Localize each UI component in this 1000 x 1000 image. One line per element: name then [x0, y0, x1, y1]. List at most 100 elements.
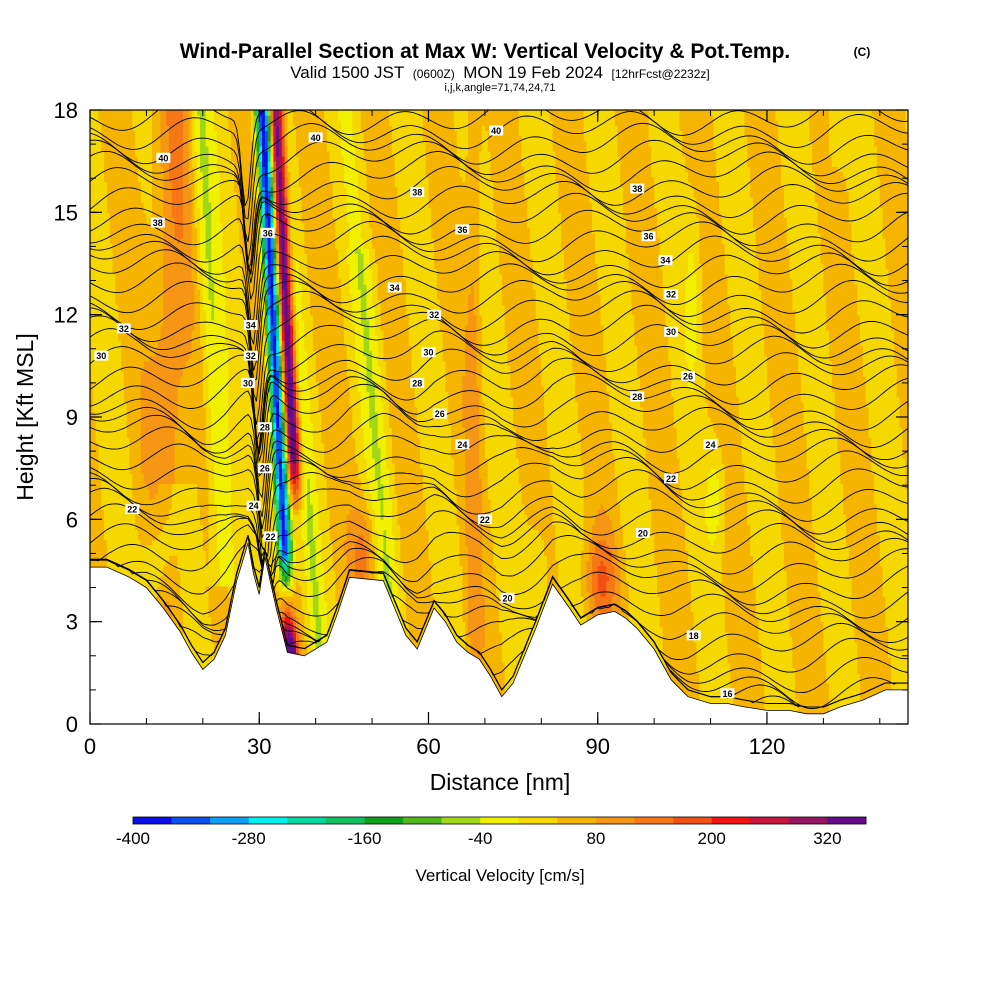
velocity-cell	[431, 212, 480, 219]
velocity-cell	[90, 370, 125, 377]
velocity-cell	[476, 340, 483, 346]
velocity-cell	[281, 330, 286, 336]
velocity-cell	[465, 427, 480, 433]
velocity-cell	[572, 345, 604, 352]
velocity-cell	[191, 350, 204, 357]
velocity-cell	[826, 309, 858, 316]
velocity-cell	[225, 330, 249, 336]
velocity-cell	[219, 207, 238, 213]
velocity-cell	[535, 294, 568, 300]
velocity-cell	[163, 283, 195, 290]
velocity-cell	[659, 253, 689, 259]
velocity-cell	[420, 463, 455, 469]
velocity-cell	[90, 391, 94, 398]
velocity-cell	[312, 524, 320, 531]
velocity-cell	[899, 422, 908, 428]
velocity-cell	[860, 319, 892, 326]
velocity-cell	[403, 258, 435, 265]
velocity-cell	[462, 417, 480, 423]
velocity-cell	[318, 493, 328, 500]
velocity-cell	[304, 330, 314, 336]
velocity-cell	[414, 386, 447, 393]
velocity-cell	[290, 273, 294, 280]
velocity-cell	[826, 299, 858, 306]
velocity-cell	[783, 202, 819, 208]
velocity-cell	[101, 493, 133, 500]
velocity-cell	[349, 396, 362, 403]
velocity-cell	[287, 370, 291, 377]
velocity-cell	[163, 606, 173, 613]
velocity-cell	[735, 370, 768, 377]
velocity-cell	[397, 509, 427, 515]
velocity-cell	[205, 452, 215, 459]
velocity-cell	[92, 381, 125, 387]
velocity-cell	[267, 498, 274, 505]
velocity-cell	[284, 631, 289, 638]
velocity-cell	[868, 406, 901, 413]
velocity-cell	[817, 207, 850, 213]
velocity-cell	[231, 483, 263, 490]
velocity-cell	[843, 483, 875, 490]
velocity-cell	[208, 370, 229, 377]
velocity-cell	[298, 626, 305, 633]
velocity-cell	[267, 488, 272, 495]
velocity-cell	[118, 314, 164, 321]
velocity-cell	[211, 411, 229, 418]
velocity-cell	[707, 411, 740, 418]
velocity-cell	[160, 575, 181, 582]
velocity-cell	[259, 217, 263, 224]
velocity-cell	[216, 524, 232, 531]
velocity-cell	[324, 596, 336, 602]
velocity-cell	[284, 575, 289, 582]
velocity-cell	[377, 575, 384, 582]
velocity-cell	[225, 314, 249, 321]
velocity-cell	[750, 539, 785, 546]
velocity-cell	[857, 647, 889, 653]
velocity-cell	[355, 565, 368, 572]
velocity-cell	[121, 360, 145, 367]
velocity-cell	[90, 232, 111, 239]
velocity-cell	[532, 283, 568, 290]
velocity-cell	[202, 396, 210, 403]
velocity-cell	[493, 202, 528, 208]
velocity-cell	[436, 626, 466, 633]
velocity-cell	[171, 621, 184, 628]
velocity-cell	[312, 590, 320, 597]
velocity-cell	[284, 289, 289, 295]
velocity-cell	[377, 278, 407, 285]
velocity-cell	[284, 360, 289, 367]
velocity-cell	[546, 560, 559, 566]
velocity-cell	[391, 509, 399, 515]
velocity-cell	[267, 299, 272, 306]
velocity-cell	[730, 330, 765, 336]
velocity-cell	[293, 473, 297, 479]
velocity-cell	[462, 401, 480, 408]
velocity-cell	[197, 483, 210, 490]
velocity-cell	[868, 411, 901, 418]
velocity-cell	[696, 314, 703, 321]
velocity-cell	[891, 683, 908, 689]
velocity-cell	[290, 432, 297, 439]
velocity-cell	[276, 519, 280, 526]
velocity-cell	[589, 544, 596, 551]
velocity-cell	[180, 596, 210, 602]
velocity-cell	[301, 463, 305, 469]
velocity-cell	[98, 452, 131, 459]
velocity-cell	[295, 314, 303, 321]
velocity-cell	[572, 365, 607, 372]
velocity-cell	[290, 555, 294, 561]
velocity-cell	[693, 637, 729, 643]
velocity-cell	[383, 539, 387, 546]
velocity-cell	[809, 493, 844, 500]
velocity-cell	[90, 468, 100, 474]
velocity-cell	[262, 196, 266, 203]
velocity-cell	[484, 401, 514, 408]
velocity-cell	[549, 463, 585, 469]
velocity-cell	[270, 381, 274, 387]
velocity-cell	[549, 468, 585, 474]
velocity-cell	[307, 642, 311, 648]
velocity-cell	[761, 652, 793, 659]
velocity-cell	[202, 263, 210, 270]
velocity-cell	[90, 544, 108, 551]
velocity-cell	[479, 248, 500, 254]
